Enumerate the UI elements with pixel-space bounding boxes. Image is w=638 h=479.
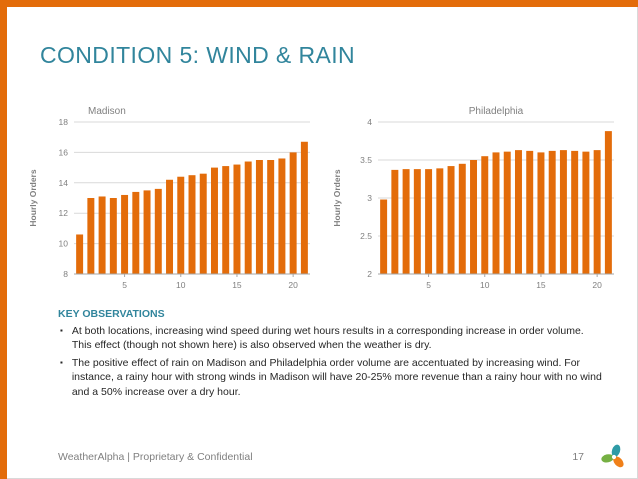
svg-text:Madison: Madison (88, 106, 126, 117)
svg-text:3: 3 (367, 193, 372, 203)
svg-text:5: 5 (426, 280, 431, 290)
key-observations-section: KEY OBSERVATIONS ▪ At both locations, in… (58, 308, 604, 402)
svg-text:20: 20 (592, 280, 602, 290)
bullet-item: ▪ At both locations, increasing wind spe… (58, 324, 604, 353)
svg-text:14: 14 (59, 178, 69, 188)
bullet-marker: ▪ (60, 357, 63, 367)
svg-text:10: 10 (480, 280, 490, 290)
svg-text:18: 18 (59, 117, 69, 127)
left-border-accent (0, 0, 7, 479)
svg-text:10: 10 (59, 239, 69, 249)
svg-text:Hourly Orders: Hourly Orders (332, 169, 342, 226)
top-border-accent (0, 0, 638, 7)
svg-text:8: 8 (63, 269, 68, 279)
bullet-item: ▪ The positive effect of rain on Madison… (58, 356, 604, 399)
chart-philadelphia: 2 2.5 3 3.5 4 5 10 15 20 Philadelphia Hourly Order… (330, 104, 622, 302)
bullet-text: At both locations, increasing wind speed… (71, 325, 584, 352)
svg-text:3.5: 3.5 (360, 155, 372, 165)
footer: WeatherAlpha | Proprietary & Confidentia… (58, 443, 628, 471)
svg-text:10: 10 (176, 280, 186, 290)
chart-madison: 8 10 12 14 16 18 5 10 15 20 Madison Hourly Orders (26, 104, 318, 302)
svg-text:15: 15 (232, 280, 242, 290)
svg-text:4: 4 (367, 117, 372, 127)
page-number: 17 (572, 451, 584, 463)
bullet-text: The positive effect of rain on Madison a… (71, 356, 602, 398)
svg-text:12: 12 (59, 208, 69, 218)
svg-text:2.5: 2.5 (360, 231, 372, 241)
svg-text:16: 16 (59, 147, 69, 157)
svg-text:2: 2 (367, 269, 372, 279)
svg-text:Hourly Orders: Hourly Orders (28, 169, 38, 226)
weatheralpha-logo (601, 444, 624, 468)
charts-row: 8 10 12 14 16 18 5 10 15 20 Madison Hourly Orders 2… (26, 104, 622, 302)
key-observations-heading: KEY OBSERVATIONS (58, 308, 165, 320)
bullet-marker: ▪ (60, 326, 63, 335)
svg-text:5: 5 (122, 280, 127, 290)
footer-text: WeatherAlpha | Proprietary & Confidentia… (58, 451, 253, 463)
svg-text:20: 20 (288, 280, 298, 290)
slide-title: CONDITION 5: WIND & RAIN (40, 42, 356, 68)
svg-text:Philadelphia: Philadelphia (469, 106, 524, 117)
svg-text:15: 15 (536, 280, 546, 290)
